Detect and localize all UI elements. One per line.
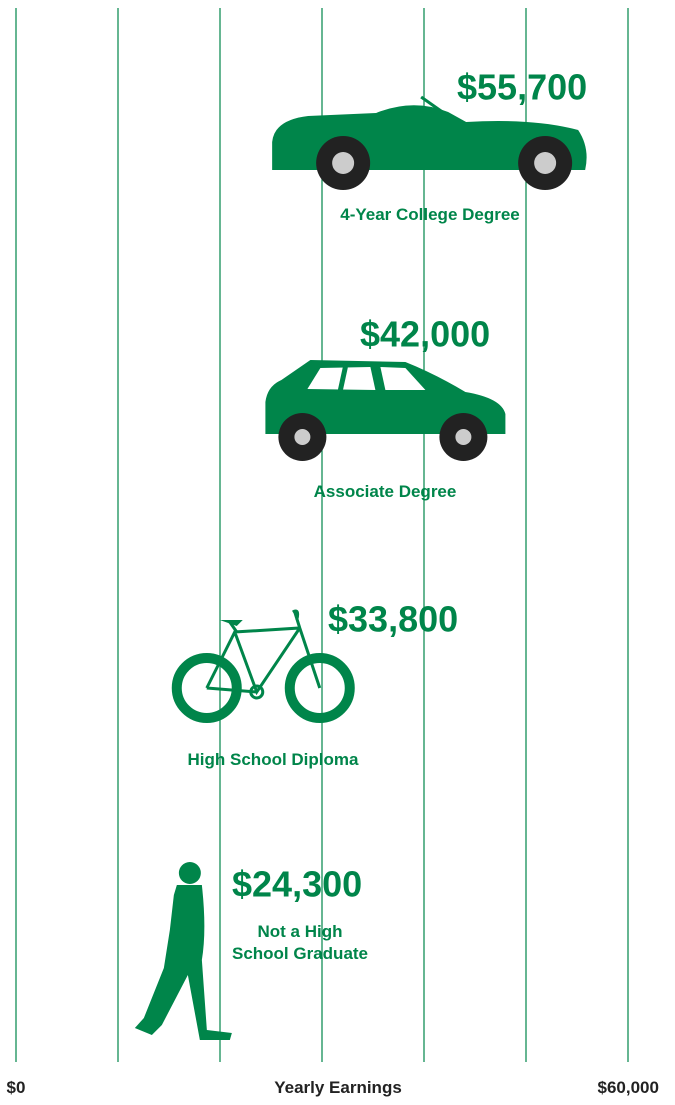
- hub: [534, 152, 556, 174]
- hub: [294, 429, 310, 445]
- infographic: $55,700 $42,000 $33,800 $24,300 Yearly Earn…: [0, 0, 675, 1105]
- hub: [455, 429, 471, 445]
- frame: [207, 611, 320, 692]
- x-tick-label: $0: [7, 1078, 26, 1098]
- category-label: High School Diploma: [188, 749, 359, 771]
- pictogram: [272, 97, 586, 190]
- value-label: $24,300: [232, 864, 362, 905]
- value-label: $42,000: [360, 314, 490, 355]
- value-label: $33,800: [328, 599, 458, 640]
- body: [135, 885, 232, 1040]
- head: [179, 862, 201, 884]
- x-tick-label: $60,000: [598, 1078, 659, 1098]
- hub: [332, 152, 354, 174]
- pictogram: [135, 862, 232, 1040]
- pictogram: [265, 360, 505, 461]
- category-label: 4-Year College Degree: [340, 204, 520, 226]
- value-label: $55,700: [457, 67, 587, 108]
- pictogram: [177, 611, 350, 718]
- x-axis-label: Yearly Earnings: [274, 1078, 402, 1098]
- category-label: Associate Degree: [314, 481, 457, 503]
- category-label: Not a High School Graduate: [232, 921, 368, 965]
